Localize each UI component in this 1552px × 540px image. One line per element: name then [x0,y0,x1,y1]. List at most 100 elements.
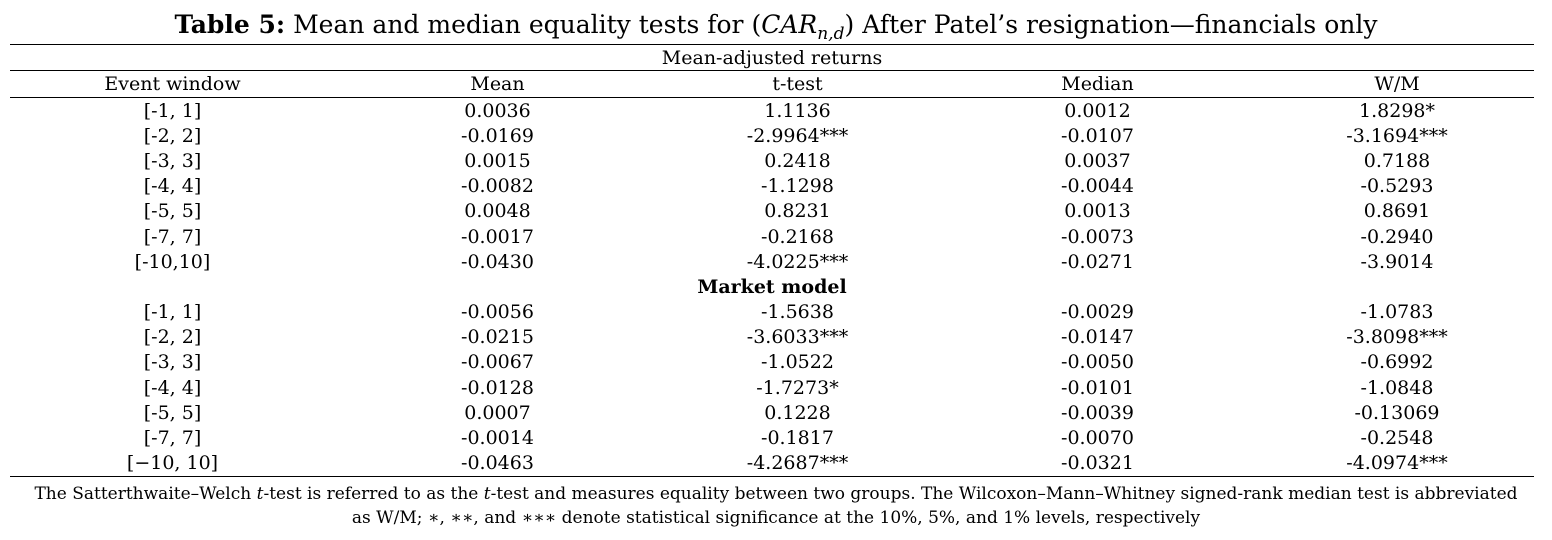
table-cell: 0.2418 [764,149,831,172]
table-row: [-1, 1] -0.0056 -1.5638 -0.0029 -1.0783 [10,300,1534,325]
title-math: (CARn,d) [751,10,855,44]
table-cell: [-3, 3] [143,351,202,374]
table-cell: [−10, 10] [10,450,335,477]
table-cell: -0.0128 [461,376,534,399]
table-cell: -4.0974*** [1260,450,1535,477]
table-cell: -1.5638 [761,301,834,324]
table-cell: -0.2548 [1360,427,1434,450]
table-cell: 1.1136 [764,99,831,122]
table-cell: [-10,10] [134,250,211,273]
table-cell: -0.2940 [1360,225,1434,248]
section-heading-row: Market model [10,274,1534,299]
table-row: [-3, 3] -0.0067 -1.0522 -0.0050 -0.6992 [10,350,1534,375]
column-header-row: Event window Mean t-test Median W/M [10,70,1535,98]
table-cell: -0.0169 [461,124,534,147]
table-cell: -3.6033*** [746,326,849,349]
table-cell: -3.9014 [1360,250,1434,273]
note-significance-symbols: ∗, ∗∗, and ∗∗∗ [427,508,557,528]
table-cell: 0.7188 [1363,149,1431,172]
table-row: [-5, 5] 0.0048 0.8231 0.0013 0.8691 [10,199,1534,224]
table-cell: -1.7273* [756,376,839,399]
table-cell: -0.0039 [1061,401,1134,424]
table-cell: -0.0044 [1061,175,1134,198]
note-part2: -test is referred to as the [263,484,484,504]
table-cell: 1.8298* [1359,99,1435,122]
table-cell: -0.0056 [461,301,534,324]
table-row: [-2, 2] -0.0169 -2.9964*** -0.0107 -3.1694**… [10,123,1534,148]
title-text-before: Mean and median equality tests for [293,10,744,39]
table-cell: [-4, 4] [143,376,202,399]
table-cell: [-5, 5] [143,401,202,424]
table-cell: -0.0014 [461,427,534,450]
title-math-open: ( [751,10,762,39]
column-header: Median [935,70,1260,98]
column-header: t-test [660,70,935,98]
table-cell: 0.0037 [1064,149,1131,172]
table-cell: -0.0271 [1061,250,1134,273]
column-header: W/M [1260,70,1535,98]
table-cell: [-2, 2] [143,326,202,349]
table-cell: 0.8691 [1363,200,1431,223]
table-cell: -0.0463 [335,450,660,477]
table-row: [-4, 4] -0.0128 -1.7273* -0.0101 -1.0848 [10,375,1534,400]
table-label: Table 5: [174,10,286,39]
table-row: [-5, 5] 0.0007 0.1228 -0.0039 -0.13069 [10,400,1534,425]
note-part4: denote statistical significance at the 1… [556,508,1201,528]
table-cell: 0.0007 [464,401,531,424]
table-cell: -0.0430 [461,250,534,273]
note-part3: -test and measures equality between two … [351,484,1518,528]
table-cell: -0.0050 [1061,351,1134,374]
table-cell: -3.8098*** [1346,326,1448,349]
title-text-after: After Patel’s resignation—financials onl… [862,10,1378,39]
table-cell: 0.0036 [464,99,531,122]
table-cell: -0.1817 [761,427,834,450]
table-row: [-1, 1] 0.0036 1.1136 0.0012 1.8298* [10,98,1534,124]
title-math-var: CAR [761,10,818,39]
column-header: Mean [335,70,660,98]
table-cell: -0.0215 [461,326,534,349]
table-cell: -0.0017 [461,225,534,248]
table-cell: -0.0321 [935,450,1260,477]
table-row: [-3, 3] 0.0015 0.2418 0.0037 0.7188 [10,148,1534,173]
table-cell: -1.1298 [761,175,834,198]
table-cell: -1.0848 [1360,376,1434,399]
table-row: [−10, 10] -0.0463 -4.2687*** -0.0321 -4.0974… [10,450,1535,477]
table-cell: -3.1694*** [1346,124,1448,147]
table-cell: -0.0082 [461,175,534,198]
table-cell: [-1, 1] [143,99,202,122]
table-note: The Satterthwaite–Welch t-test is referr… [30,482,1522,530]
table-title: Table 5: Mean and median equality tests … [0,8,1552,51]
title-math-sub: n,d [817,24,845,44]
table-cell: -0.0070 [1061,427,1134,450]
table-cell: -4.2687*** [660,450,935,477]
table-cell: 0.0048 [464,200,531,223]
title-math-close: ) [844,10,855,39]
table-cell: [-5, 5] [143,200,202,223]
note-t2: t [483,484,491,504]
table-row: [-2, 2] -0.0215 -3.6033*** -0.0147 -3.8098**… [10,325,1534,350]
table-cell: [-7, 7] [143,427,202,450]
results-table: Mean-adjusted returns Event window Mean … [10,44,1535,477]
table-cell: [-1, 1] [143,301,202,324]
panel-heading: Mean-adjusted returns [10,44,1535,71]
table-cell: -1.0522 [761,351,834,374]
table-cell: -1.0783 [1360,301,1434,324]
panel-heading-row: Mean-adjusted returns [10,44,1535,71]
table-cell: 0.0013 [1064,200,1131,223]
market-model-body: [-1, 1] -0.0056 -1.5638 -0.0029 -1.0783 [-2, … [10,300,1535,477]
table-cell: [-3, 3] [143,149,202,172]
table-cell: -0.5293 [1360,175,1434,198]
table-cell: 0.0012 [1064,99,1131,122]
section-body: Market model [10,274,1534,299]
mean-adjusted-body: [-1, 1] 0.0036 1.1136 0.0012 1.8298* [-2, 2] -… [10,98,1534,275]
table-cell: -0.13069 [1354,401,1440,424]
table-row: [-4, 4] -0.0082 -1.1298 -0.0044 -0.5293 [10,174,1534,199]
table-cell: -0.0107 [1061,124,1134,147]
table-cell: -0.0029 [1061,301,1134,324]
table-cell: -0.6992 [1360,351,1434,374]
table-cell: -0.0067 [461,351,534,374]
table-cell: -0.2168 [761,225,834,248]
table-row: [-7, 7] -0.0017 -0.2168 -0.0073 -0.2940 [10,224,1534,249]
note-part1: The Satterthwaite–Welch [34,484,257,504]
